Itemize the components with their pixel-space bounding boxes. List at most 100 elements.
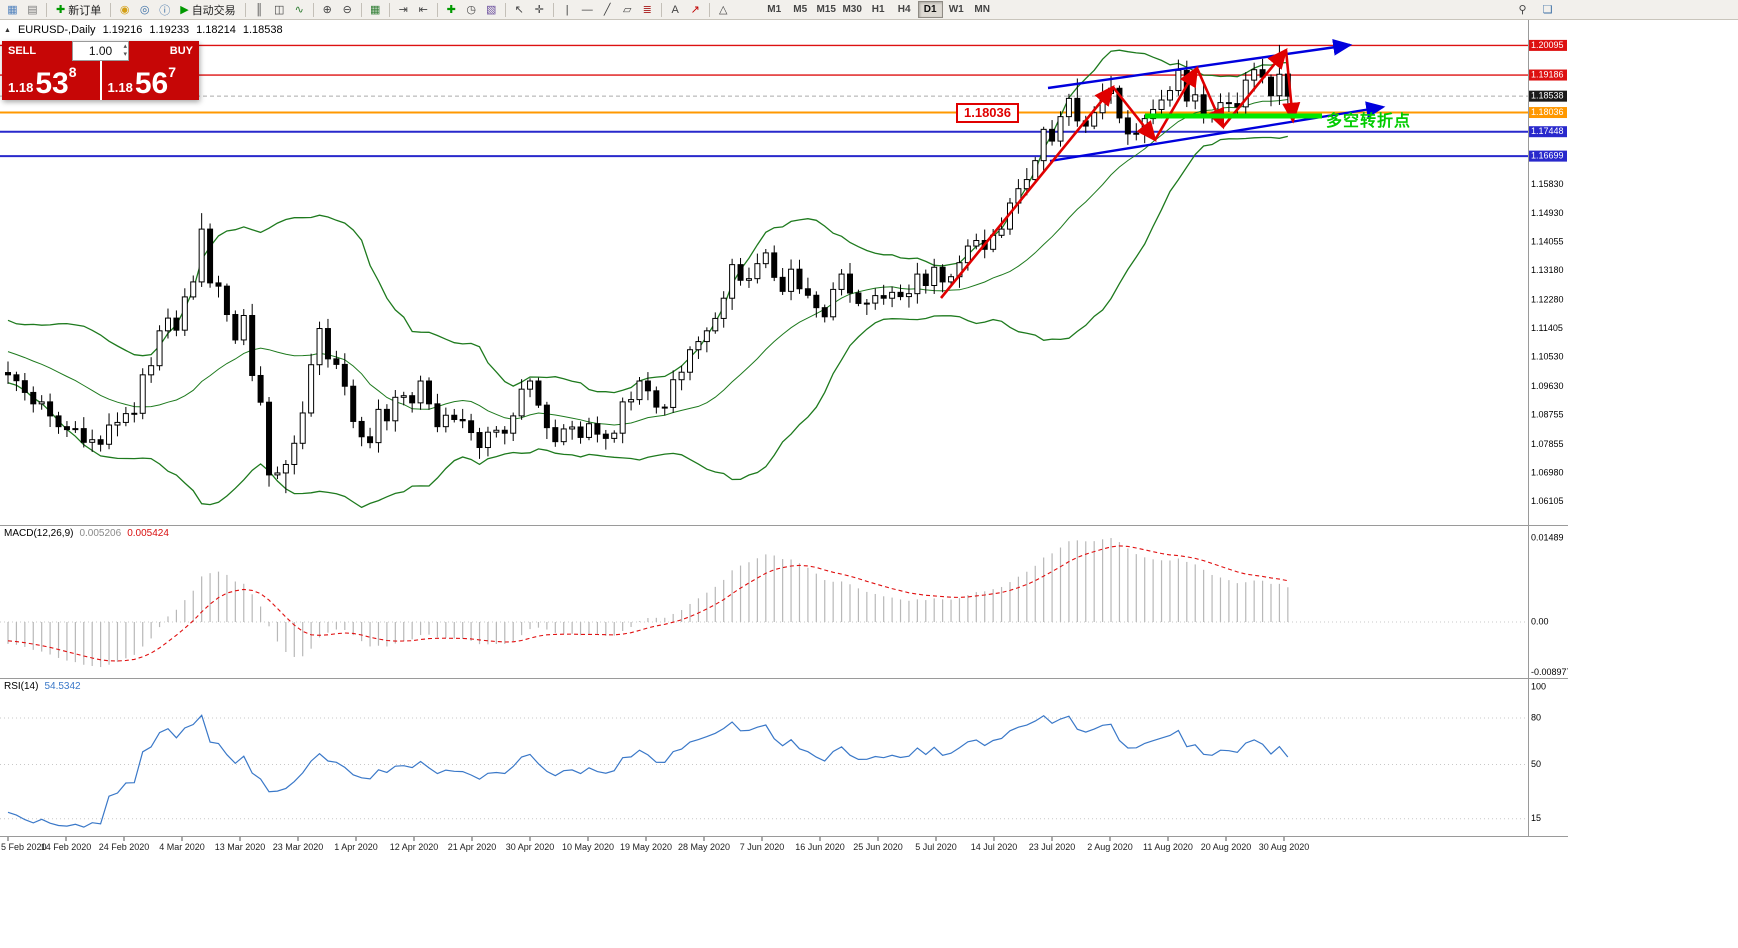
sell-price-main: 1.18 bbox=[8, 80, 34, 95]
horizontal-level-lines[interactable] bbox=[0, 44, 1528, 158]
svg-text:4 Mar 2020: 4 Mar 2020 bbox=[159, 842, 205, 852]
chat-icon[interactable]: ❏ bbox=[1542, 3, 1553, 16]
rsi-pane bbox=[0, 714, 1528, 828]
horizontal-line-icon[interactable]: — bbox=[581, 3, 593, 16]
rsi-line bbox=[7, 714, 1289, 828]
timeframe-m30-button[interactable]: M30 bbox=[842, 4, 862, 15]
rsi-value: 54.5342 bbox=[44, 681, 81, 692]
timeframe-m5-button[interactable]: M5 bbox=[793, 4, 808, 15]
toolbar-separator bbox=[660, 2, 662, 17]
svg-text:1.17448: 1.17448 bbox=[1531, 126, 1564, 136]
vertical-line-icon[interactable]: | bbox=[565, 3, 569, 16]
templates-icon[interactable]: ▧ bbox=[485, 4, 497, 16]
info-icon[interactable]: ⓘ bbox=[159, 4, 171, 17]
timeframe-h1-button[interactable]: H1 bbox=[871, 4, 885, 15]
svg-text:1.11405: 1.11405 bbox=[1531, 323, 1563, 333]
toolbar-separator bbox=[552, 2, 554, 17]
svg-text:5 Jul 2020: 5 Jul 2020 bbox=[915, 842, 957, 852]
svg-text:1.08755: 1.08755 bbox=[1531, 409, 1564, 419]
macd-main-value: 0.005206 bbox=[79, 528, 122, 539]
autotrading-button-label: 自动交易 bbox=[191, 4, 236, 17]
svg-text:50: 50 bbox=[1531, 759, 1541, 769]
svg-text:1.14930: 1.14930 bbox=[1531, 208, 1564, 218]
fibonacci-icon[interactable]: ≣ bbox=[642, 4, 652, 16]
new-order-button-label: 新订单 bbox=[68, 4, 102, 17]
svg-text:10 May 2020: 10 May 2020 bbox=[562, 842, 614, 852]
timeframe-d1-button[interactable]: D1 bbox=[917, 1, 943, 18]
price-chart-canvas[interactable]: 1.15830 1.14930 1.14055 1.13180 1.12280 1.114… bbox=[0, 19, 1568, 855]
svg-text:1.10530: 1.10530 bbox=[1531, 352, 1564, 362]
svg-text:12 Apr 2020: 12 Apr 2020 bbox=[390, 842, 439, 852]
equidistant-channel-icon[interactable]: ▱ bbox=[622, 4, 632, 16]
zoom-in-icon[interactable]: ⊕ bbox=[322, 4, 332, 16]
expand-panel-icon[interactable]: ▲ bbox=[4, 26, 11, 34]
svg-text:28 May 2020: 28 May 2020 bbox=[678, 842, 730, 852]
rsi-name: RSI(14) bbox=[4, 681, 39, 692]
zoom-out-icon[interactable]: ⊖ bbox=[342, 4, 352, 16]
toolbar-separator bbox=[504, 2, 506, 17]
profiles-icon[interactable]: ▤ bbox=[27, 4, 38, 16]
candlestick-chart-icon[interactable]: ◫ bbox=[273, 4, 285, 16]
svg-text:15: 15 bbox=[1531, 813, 1541, 823]
price-axis: 1.15830 1.14930 1.14055 1.13180 1.12280 1.114… bbox=[1529, 40, 1568, 823]
volume-spinner: ▴ ▾ bbox=[123, 43, 127, 59]
svg-text:14 Jul 2020: 14 Jul 2020 bbox=[971, 842, 1018, 852]
bar-chart-icon[interactable]: ║ bbox=[255, 3, 264, 16]
buy-button[interactable]: BUY bbox=[129, 41, 199, 61]
volume-increase-icon[interactable]: ▴ bbox=[123, 43, 127, 50]
volume-decrease-icon[interactable]: ▾ bbox=[123, 51, 127, 58]
indicators-icon[interactable]: ✚ bbox=[446, 4, 456, 16]
chart-shift-icon[interactable]: ⇤ bbox=[418, 4, 428, 16]
line-chart-icon[interactable]: ∿ bbox=[294, 4, 304, 16]
pane-separators[interactable] bbox=[0, 525, 1568, 837]
chart-window[interactable]: 1.15830 1.14930 1.14055 1.13180 1.12280 1.114… bbox=[0, 19, 1568, 855]
timeframe-m15-button[interactable]: M15 bbox=[816, 4, 836, 15]
tile-windows-icon[interactable]: ▦ bbox=[369, 4, 381, 16]
toolbar-separator bbox=[110, 2, 112, 17]
svg-text:20 Aug 2020: 20 Aug 2020 bbox=[1201, 842, 1252, 852]
sell-price-display[interactable]: 1.18 53 8 bbox=[2, 61, 100, 100]
timeframe-h4-button[interactable]: H4 bbox=[897, 4, 911, 15]
volume-input[interactable]: 1.00 ▴ ▾ bbox=[72, 41, 129, 61]
buy-price-display[interactable]: 1.18 56 7 bbox=[101, 61, 199, 100]
coins-icon[interactable]: ◎ bbox=[139, 4, 150, 16]
svg-text:-0.008977: -0.008977 bbox=[1531, 667, 1568, 677]
red-trend-arrow bbox=[1153, 65, 1199, 141]
cursor-icon[interactable]: ↖ bbox=[514, 4, 524, 16]
sell-button[interactable]: SELL bbox=[2, 41, 72, 61]
svg-text:1.09630: 1.09630 bbox=[1531, 381, 1564, 391]
trendline-icon[interactable]: ╱ bbox=[603, 4, 611, 16]
ohlc-close: 1.18538 bbox=[242, 24, 283, 36]
svg-text:30 Aug 2020: 30 Aug 2020 bbox=[1259, 842, 1310, 852]
periods-icon[interactable]: ◷ bbox=[466, 4, 476, 16]
symbol-timeframe-label: EURUSD-,Daily bbox=[17, 24, 96, 36]
auto-scroll-icon[interactable]: ⇥ bbox=[398, 4, 408, 16]
autotrading-button[interactable]: ▶ 自动交易 bbox=[175, 2, 240, 18]
svg-text:19 May 2020: 19 May 2020 bbox=[620, 842, 672, 852]
svg-text:13 Mar 2020: 13 Mar 2020 bbox=[215, 842, 266, 852]
svg-text:23 Jul 2020: 23 Jul 2020 bbox=[1029, 842, 1076, 852]
svg-text:1.19186: 1.19186 bbox=[1531, 69, 1564, 79]
ohlc-high: 1.19233 bbox=[149, 24, 190, 36]
svg-text:1.18036: 1.18036 bbox=[1531, 107, 1564, 117]
chart-drawings[interactable] bbox=[939, 39, 1386, 299]
svg-text:1.15830: 1.15830 bbox=[1531, 179, 1564, 189]
new-chart-icon[interactable]: ▦ bbox=[7, 4, 18, 16]
buy-price-main: 1.18 bbox=[107, 80, 133, 95]
timeframe-w1-button[interactable]: W1 bbox=[948, 4, 964, 15]
timeframe-m1-button[interactable]: M1 bbox=[767, 4, 782, 15]
timeframe-mn-button[interactable]: MN bbox=[974, 4, 990, 15]
arrows-icon[interactable]: ↗ bbox=[690, 4, 700, 16]
blue-trendline-arrow bbox=[1047, 39, 1353, 90]
candlesticks bbox=[5, 44, 1291, 494]
crosshair-icon[interactable]: ✛ bbox=[534, 4, 544, 16]
moneybag-icon[interactable]: ◉ bbox=[119, 4, 130, 16]
search-icon[interactable]: ⚲ bbox=[1518, 3, 1527, 16]
text-label-icon[interactable]: A bbox=[671, 3, 679, 16]
new-order-button[interactable]: ✚ 新订单 bbox=[51, 2, 106, 18]
macd-name: MACD(12,26,9) bbox=[4, 528, 74, 539]
sell-price-point: 8 bbox=[68, 64, 77, 80]
shapes-icon[interactable]: △ bbox=[718, 4, 728, 16]
price-level-tag[interactable]: 1.18036 bbox=[956, 103, 1019, 123]
